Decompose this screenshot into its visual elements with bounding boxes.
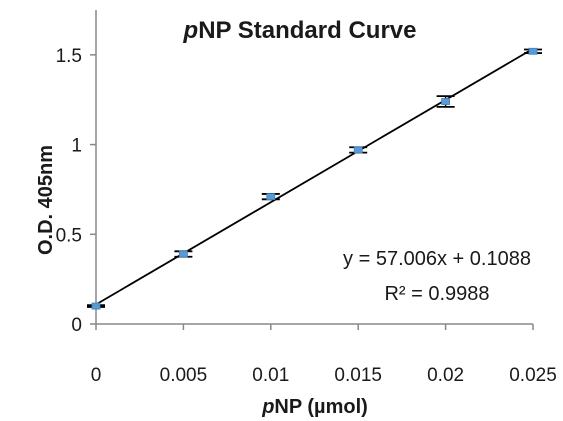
data-point — [91, 302, 101, 310]
data-point — [178, 250, 188, 258]
y-tick-label: 1 — [71, 136, 82, 157]
x-tick-label: 0.01 — [252, 365, 289, 386]
x-tick-label: 0.015 — [334, 365, 382, 386]
y-tick-labels: 0 0.5 1 1.5 — [56, 46, 96, 336]
data-point — [266, 193, 276, 201]
trendline — [95, 47, 534, 306]
axes — [95, 10, 533, 325]
y-tick-label: 1.5 — [56, 46, 82, 67]
data-points — [91, 47, 538, 310]
data-point — [528, 47, 538, 55]
chart-title-rest: NP Standard Curve — [198, 17, 416, 44]
x-axis-label: pNP (µmol) — [261, 396, 368, 418]
x-axis-label-rest: NP (µmol) — [274, 396, 367, 418]
y-axis-label: O.D. 405nm — [35, 145, 57, 255]
trendline-group — [95, 47, 534, 306]
y-tick-label: 0.5 — [56, 225, 82, 246]
data-point — [353, 146, 363, 154]
x-tick-label: 0.02 — [427, 365, 464, 386]
x-tick-label: 0 — [91, 365, 102, 386]
chart-title-italic: p — [183, 17, 199, 44]
trendline-equation: y = 57.006x + 0.1088 — [343, 248, 531, 270]
x-tick-label: 0.005 — [160, 365, 208, 386]
x-tick-labels: 0 0.005 0.01 0.015 0.02 0.025 — [91, 324, 557, 386]
r-squared-label: R² = 0.9988 — [384, 283, 489, 305]
x-axis-label-italic: p — [261, 396, 274, 418]
chart-title: pNP Standard Curve — [183, 17, 417, 44]
y-tick-label: 0 — [71, 315, 82, 336]
data-point — [441, 98, 451, 105]
x-tick-label: 0.025 — [509, 365, 557, 386]
